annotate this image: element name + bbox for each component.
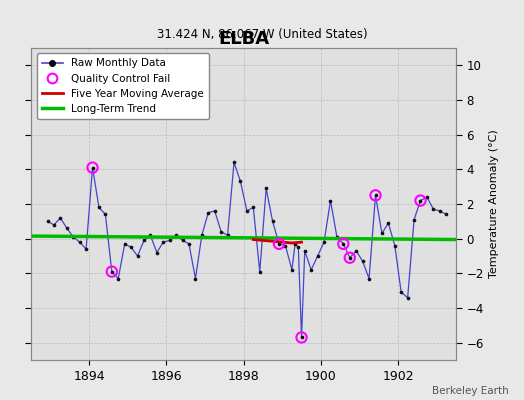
Point — [75, 239, 84, 245]
Point — [291, 241, 299, 247]
Point — [249, 204, 257, 211]
Text: 31.424 N, 86.067 W (United States): 31.424 N, 86.067 W (United States) — [157, 28, 367, 41]
Point — [43, 218, 52, 224]
Point — [339, 241, 347, 247]
Point — [288, 267, 296, 273]
Point — [198, 232, 206, 238]
Point — [301, 248, 309, 254]
Point — [166, 237, 174, 244]
Point — [236, 178, 245, 185]
Point — [442, 211, 451, 218]
Point — [152, 249, 161, 256]
Point — [346, 254, 354, 261]
Point — [101, 211, 110, 218]
Point — [313, 253, 322, 259]
Point — [262, 185, 270, 192]
Point — [230, 159, 238, 166]
Point — [178, 237, 187, 244]
Point — [191, 275, 200, 282]
Text: Berkeley Earth: Berkeley Earth — [432, 386, 508, 396]
Point — [307, 267, 315, 273]
Point — [352, 248, 361, 254]
Point — [114, 275, 123, 282]
Point — [134, 253, 142, 259]
Point — [159, 239, 168, 245]
Point — [82, 246, 90, 252]
Title: ELBA: ELBA — [218, 30, 269, 48]
Point — [333, 234, 341, 240]
Point — [365, 275, 373, 282]
Y-axis label: Temperature Anomaly (°C): Temperature Anomaly (°C) — [489, 130, 499, 278]
Point — [297, 334, 305, 341]
Point — [140, 237, 148, 244]
Point — [297, 334, 305, 341]
Point — [410, 216, 418, 223]
Point — [358, 258, 367, 264]
Point — [172, 232, 180, 238]
Point — [397, 289, 406, 296]
Point — [429, 206, 438, 212]
Point — [185, 241, 193, 247]
Point — [50, 222, 58, 228]
Point — [204, 210, 212, 216]
Point — [339, 241, 347, 247]
Point — [416, 197, 424, 204]
Point — [121, 241, 129, 247]
Point — [256, 268, 264, 275]
Point — [384, 220, 392, 226]
Point — [346, 254, 354, 261]
Point — [423, 194, 431, 200]
Point — [403, 294, 412, 301]
Point — [372, 192, 380, 198]
Point — [275, 241, 283, 247]
Point — [223, 232, 232, 238]
Point — [107, 268, 116, 275]
Point — [390, 242, 399, 249]
Point — [56, 215, 64, 221]
Point — [127, 244, 135, 250]
Point — [89, 164, 97, 171]
Point — [326, 197, 335, 204]
Point — [268, 218, 277, 224]
Point — [320, 239, 328, 245]
Point — [435, 208, 444, 214]
Point — [416, 197, 424, 204]
Point — [372, 192, 380, 198]
Point — [95, 204, 103, 211]
Point — [63, 225, 71, 232]
Point — [89, 164, 97, 171]
Point — [146, 232, 155, 238]
Point — [243, 208, 251, 214]
Point — [211, 208, 219, 214]
Point — [107, 268, 116, 275]
Point — [275, 241, 283, 247]
Point — [69, 234, 78, 240]
Point — [294, 244, 302, 250]
Point — [378, 230, 386, 237]
Point — [217, 228, 225, 235]
Legend: Raw Monthly Data, Quality Control Fail, Five Year Moving Average, Long-Term Tren: Raw Monthly Data, Quality Control Fail, … — [37, 53, 209, 119]
Point — [281, 242, 290, 249]
